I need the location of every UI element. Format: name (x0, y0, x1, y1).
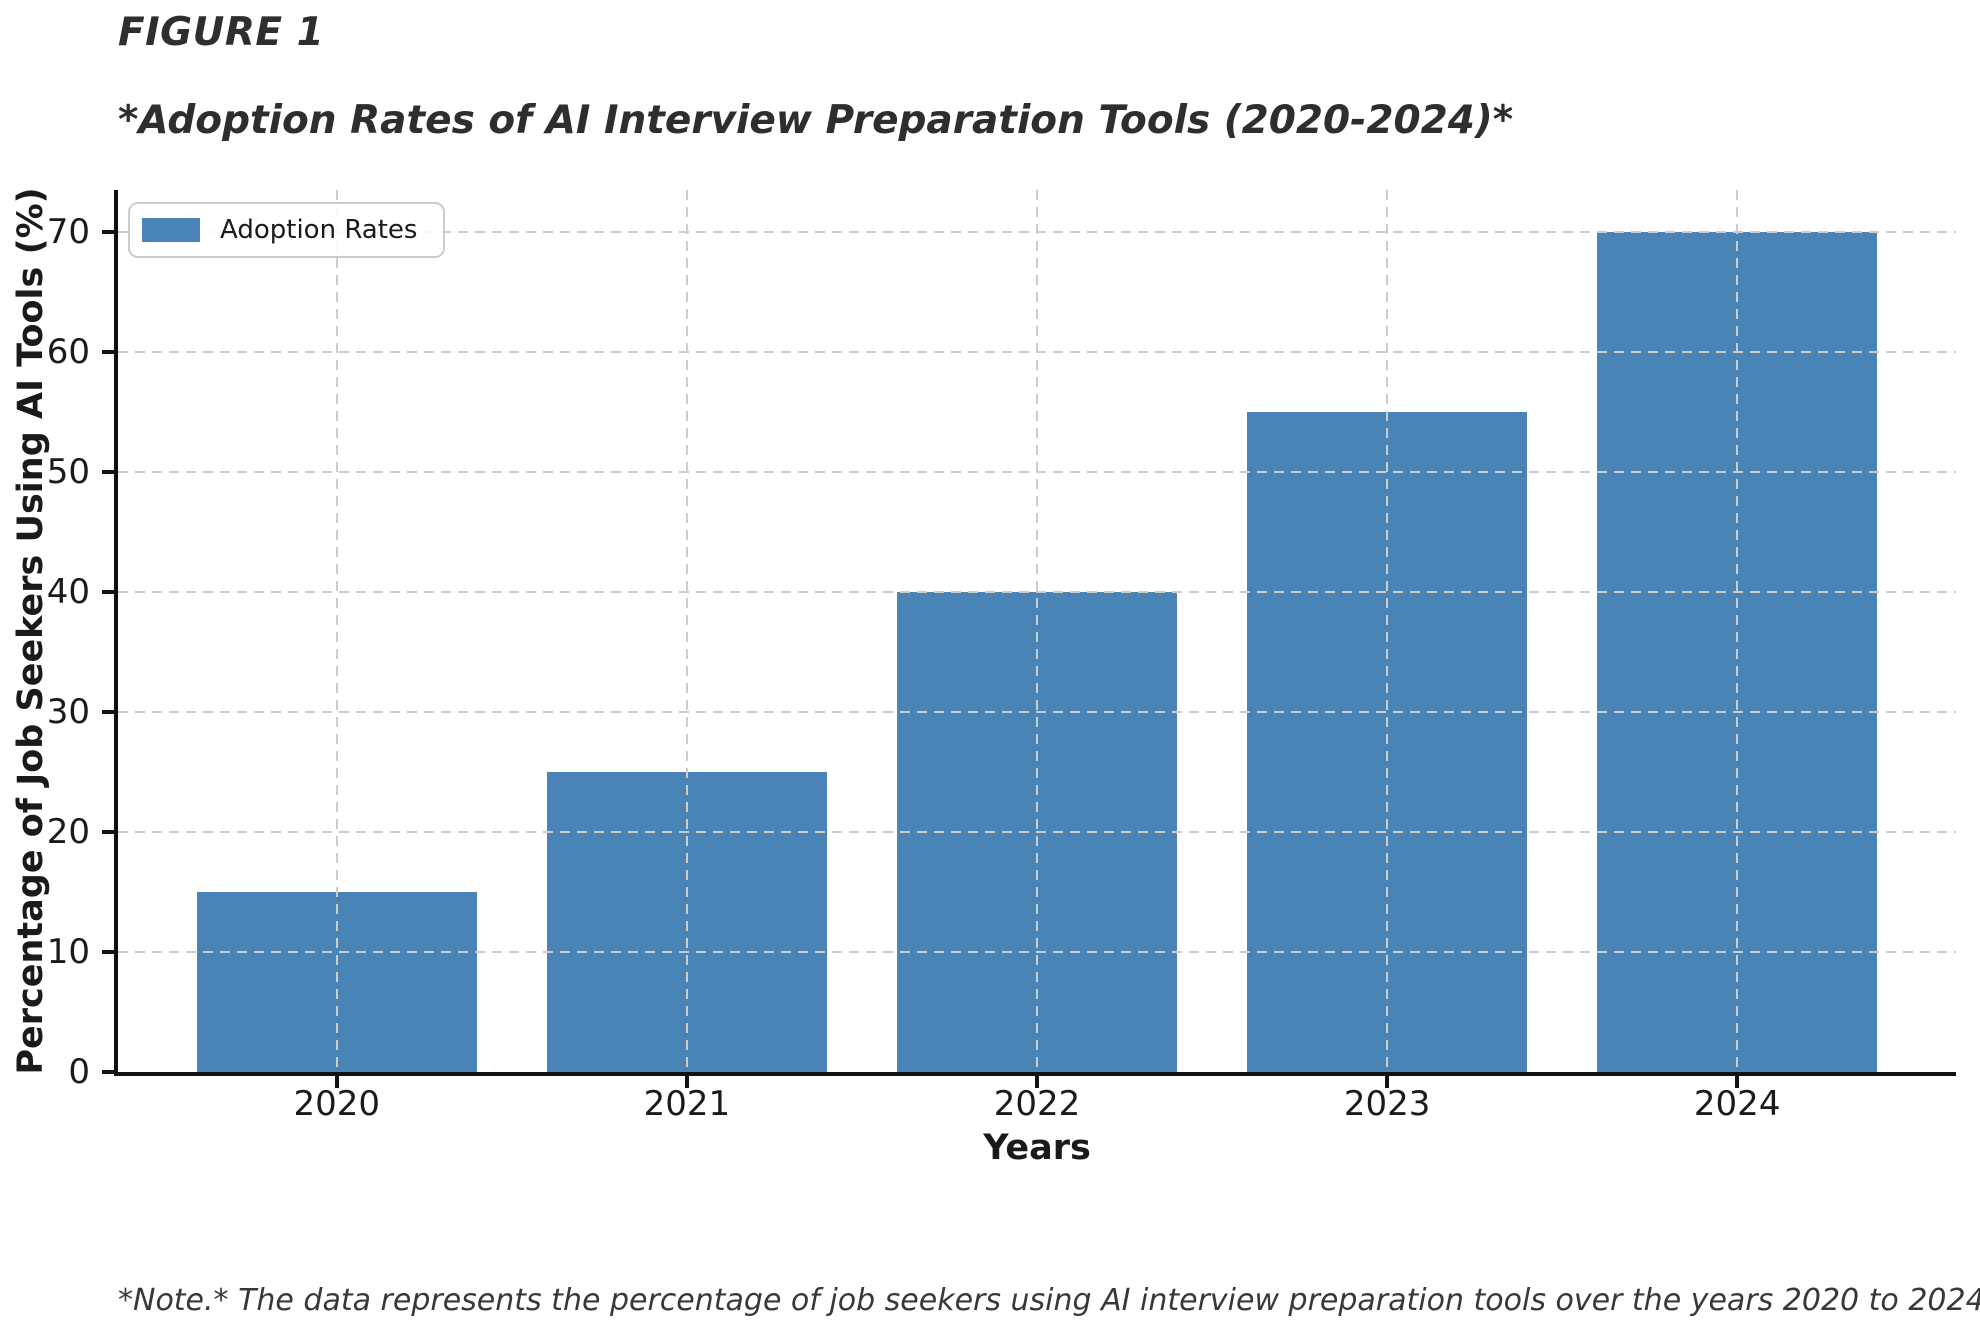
x-tick-label: 2022 (993, 1084, 1081, 1124)
y-tick-label: 10 (46, 932, 90, 972)
x-tick-label: 2020 (293, 1084, 381, 1124)
x-axis-label: Years (983, 1128, 1091, 1168)
y-tick-label: 0 (68, 1052, 90, 1092)
x-tick-label: 2023 (1343, 1084, 1431, 1124)
y-tick-mark (102, 470, 114, 474)
bar-2023 (1247, 412, 1528, 1072)
figure-label: FIGURE 1 (118, 10, 325, 55)
x-tick-label: 2021 (643, 1084, 731, 1124)
x-tick-mark (1385, 1076, 1390, 1088)
x-tick-mark (334, 1076, 339, 1088)
chart-title: *Adoption Rates of AI Interview Preparat… (118, 98, 1514, 143)
y-tick-mark (102, 230, 114, 234)
y-tick-label: 60 (46, 332, 90, 372)
legend-swatch (142, 218, 200, 242)
y-tick-mark (102, 830, 114, 834)
bar-2024 (1597, 232, 1878, 1072)
x-tick-mark (1035, 1076, 1039, 1088)
bar-2022 (896, 592, 1178, 1072)
y-tick-label: 70 (46, 212, 90, 252)
y-tick-label: 30 (46, 692, 90, 732)
x-tick-label: 2024 (1693, 1084, 1781, 1124)
y-tick-label: 50 (46, 452, 90, 492)
y-tick-mark (102, 1070, 114, 1074)
y-tick-mark (102, 710, 114, 714)
figure-note: *Note.* The data represents the percenta… (118, 1283, 1980, 1318)
plot-area: 0 10 20 30 40 50 60 70 2020 2021 2022 2023 2024 Adop… (47, 190, 1956, 1124)
x-tick-mark (684, 1076, 689, 1088)
y-tick-mark (102, 950, 114, 954)
legend-label: Adoption Rates (220, 215, 418, 245)
x-tick-mark (1735, 1076, 1740, 1088)
legend: Adoption Rates (128, 202, 446, 258)
y-tick-label: 40 (46, 572, 90, 612)
bar-2021 (546, 772, 827, 1072)
y-tick-mark (102, 590, 114, 594)
y-tick-mark (102, 350, 114, 354)
y-tick-label: 20 (46, 812, 90, 852)
bar-2020 (196, 892, 477, 1072)
